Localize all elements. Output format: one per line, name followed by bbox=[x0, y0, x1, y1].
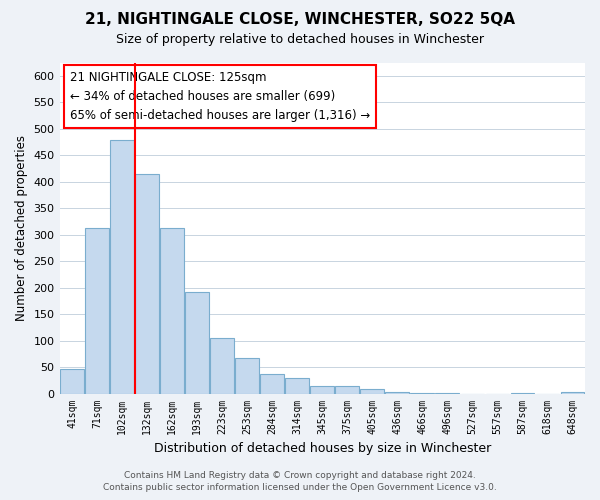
Bar bbox=[235, 358, 259, 394]
Bar bbox=[160, 228, 184, 394]
Bar bbox=[410, 393, 434, 394]
Bar bbox=[361, 390, 384, 394]
Bar bbox=[135, 174, 159, 394]
Bar bbox=[560, 392, 584, 394]
Bar bbox=[260, 374, 284, 394]
Text: Contains HM Land Registry data © Crown copyright and database right 2024.
Contai: Contains HM Land Registry data © Crown c… bbox=[103, 471, 497, 492]
Bar bbox=[210, 338, 234, 394]
Bar bbox=[310, 386, 334, 394]
Bar bbox=[511, 393, 535, 394]
Text: 21 NIGHTINGALE CLOSE: 125sqm
← 34% of detached houses are smaller (699)
65% of s: 21 NIGHTINGALE CLOSE: 125sqm ← 34% of de… bbox=[70, 71, 370, 122]
Bar bbox=[436, 393, 459, 394]
X-axis label: Distribution of detached houses by size in Winchester: Distribution of detached houses by size … bbox=[154, 442, 491, 455]
Text: 21, NIGHTINGALE CLOSE, WINCHESTER, SO22 5QA: 21, NIGHTINGALE CLOSE, WINCHESTER, SO22 … bbox=[85, 12, 515, 28]
Bar bbox=[85, 228, 109, 394]
Bar bbox=[335, 386, 359, 394]
Bar bbox=[185, 292, 209, 394]
Bar bbox=[385, 392, 409, 394]
Text: Size of property relative to detached houses in Winchester: Size of property relative to detached ho… bbox=[116, 32, 484, 46]
Bar bbox=[286, 378, 309, 394]
Bar bbox=[60, 368, 84, 394]
Y-axis label: Number of detached properties: Number of detached properties bbox=[15, 135, 28, 321]
Bar bbox=[110, 140, 134, 394]
